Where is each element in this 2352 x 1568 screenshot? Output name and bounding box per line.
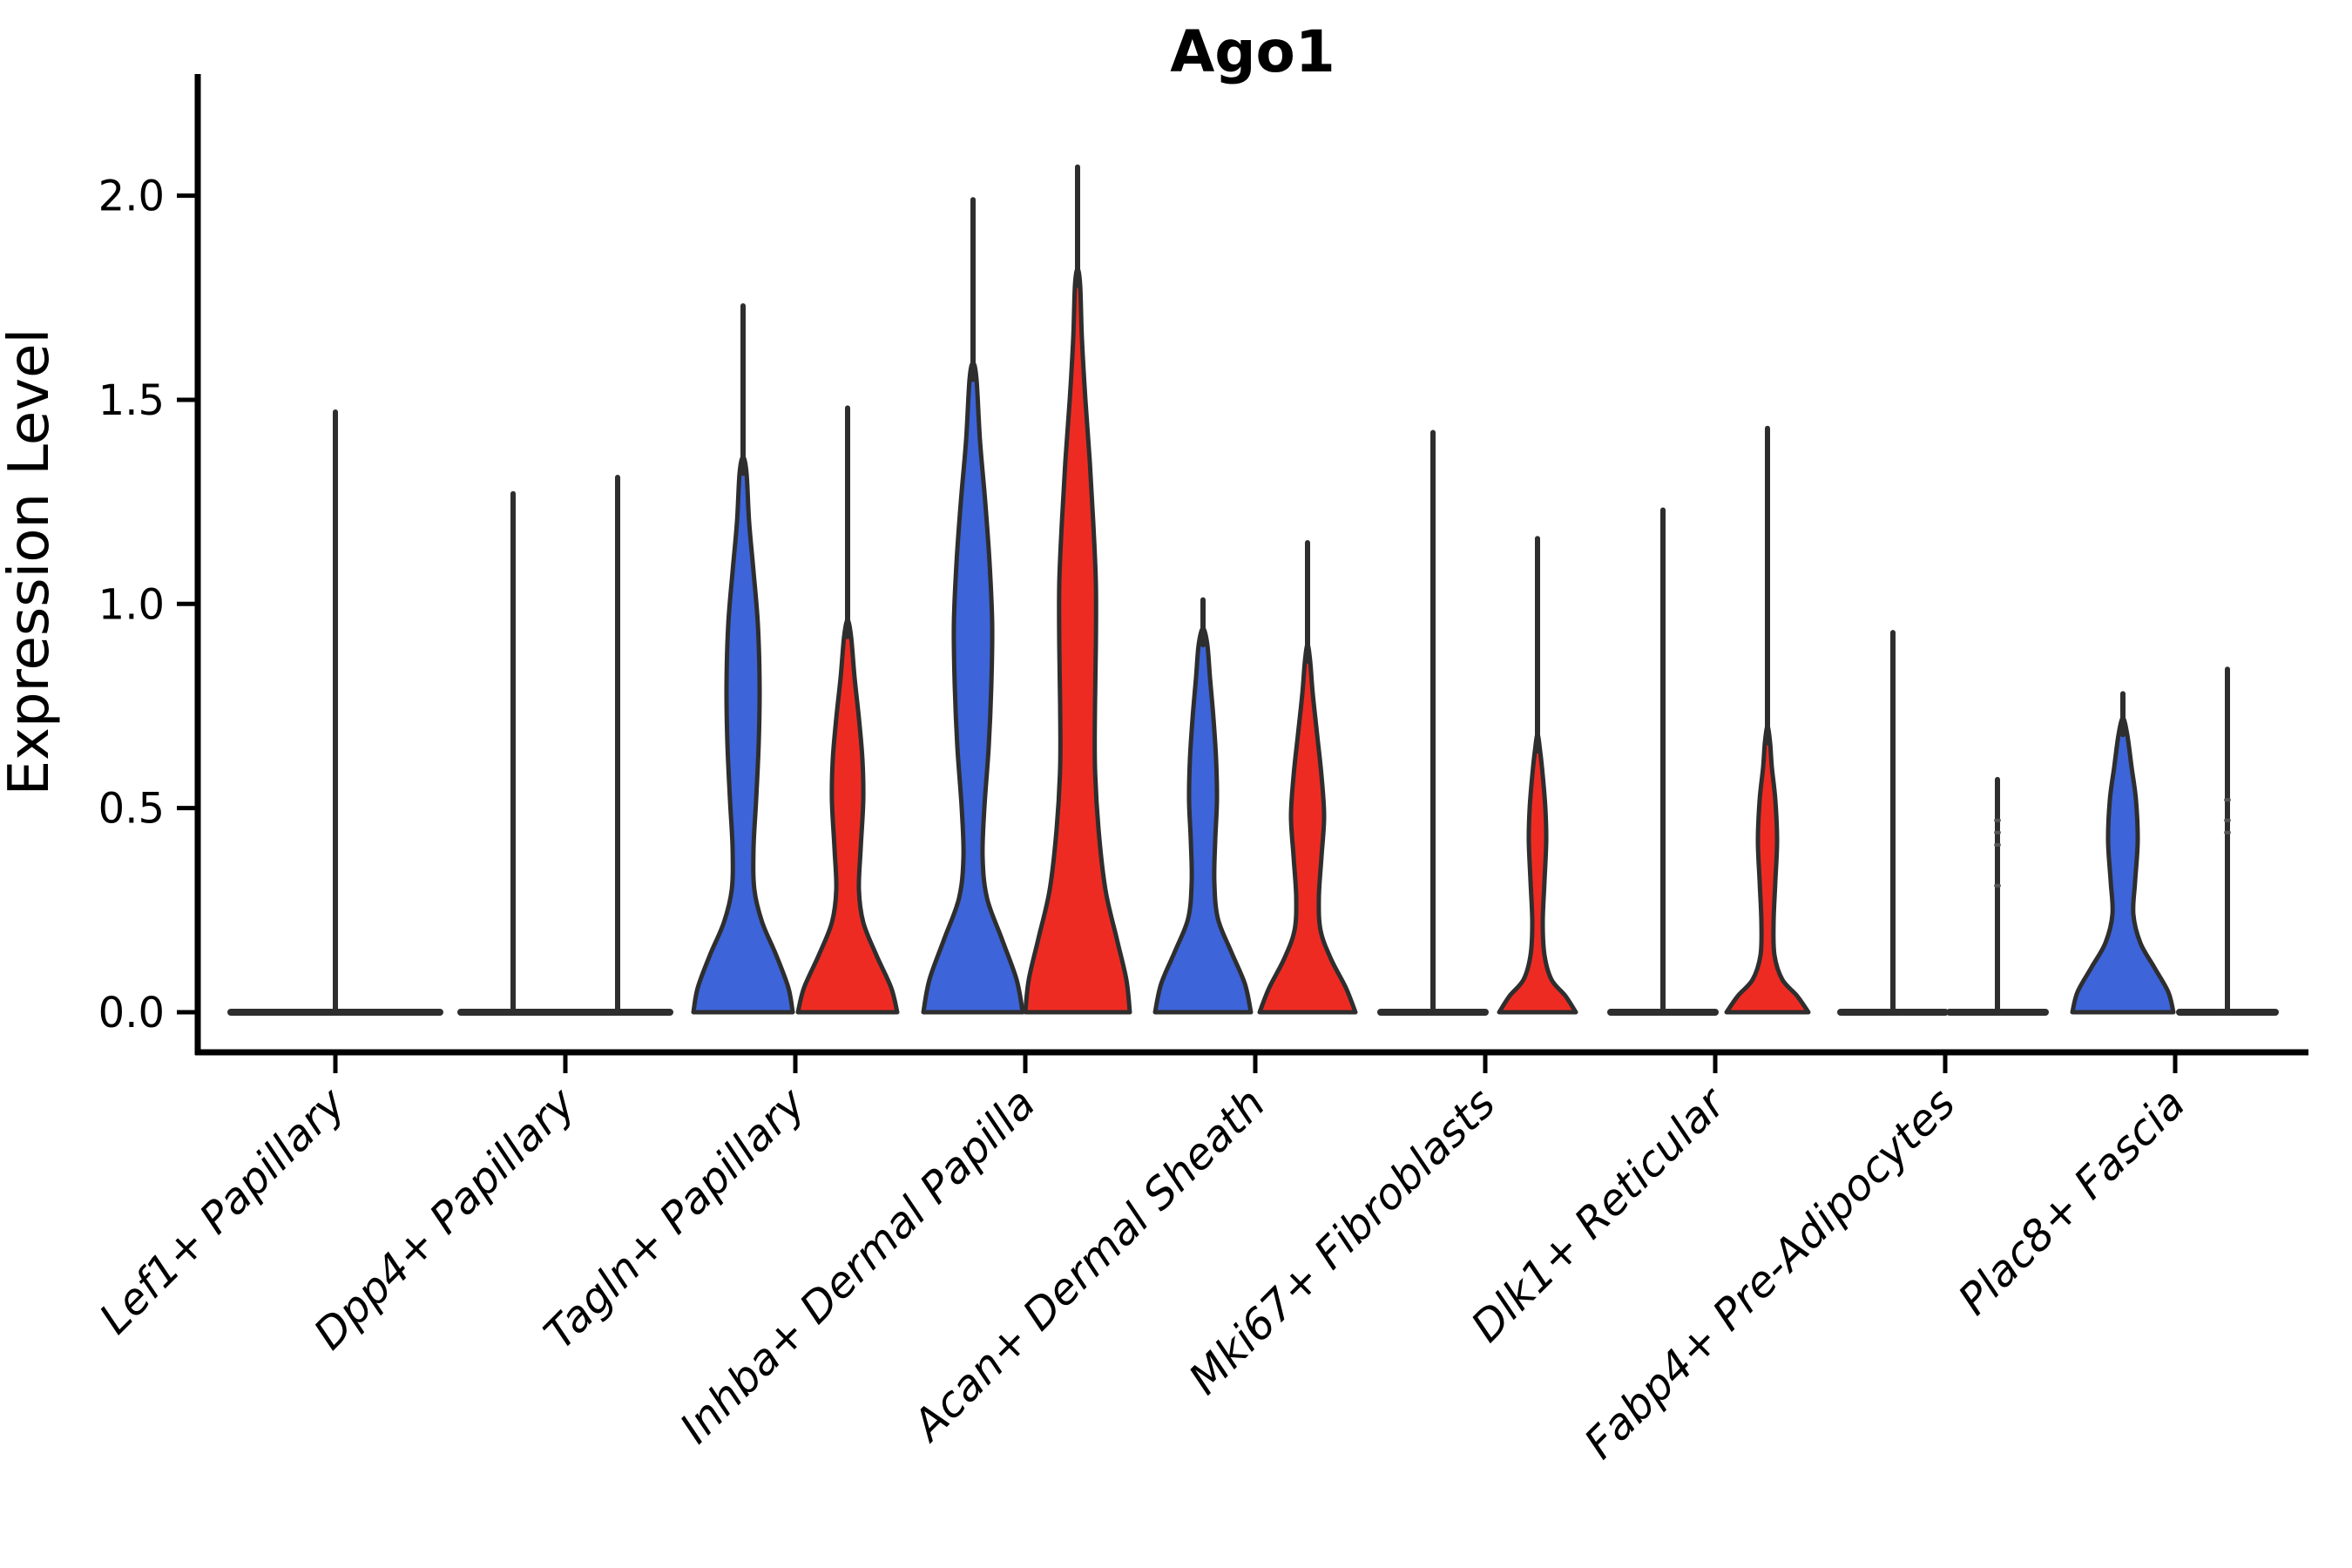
violin-dot	[1994, 818, 2001, 822]
x-tick-label: Plac8+ Fascia	[1949, 1078, 2194, 1324]
violin-body-blue-8	[2070, 716, 2176, 1015]
y-tick-label: 1.0	[98, 580, 165, 629]
chart-title: Ago1	[1170, 18, 1335, 85]
violin-dot	[2224, 830, 2231, 835]
violin-body-blue-2	[691, 455, 795, 1015]
violin-body-red-3	[1023, 267, 1132, 1015]
y-tick-label: 0.0	[98, 989, 165, 1037]
violin-dot	[2224, 818, 2231, 822]
y-axis-label: Expression Level	[0, 328, 62, 796]
violin-body-red-6	[1724, 724, 1811, 1015]
violin-dot	[1994, 830, 2001, 835]
violin-body-blue-4	[1152, 625, 1254, 1015]
violin-body-red-4	[1257, 642, 1358, 1015]
violin-dot	[1994, 842, 2001, 847]
x-tick-label: Dlk1+ Reticular	[1462, 1077, 1736, 1351]
violin-body-blue-3	[921, 361, 1025, 1015]
violin-layer	[227, 164, 2279, 1016]
violin-body-red-2	[795, 618, 900, 1015]
violin-dot	[1994, 883, 2001, 888]
y-tick-label: 0.5	[98, 785, 165, 834]
x-tick-label: Fabp4+ Pre-Adipocytes	[1575, 1078, 1965, 1469]
y-tick-label: 1.5	[98, 376, 165, 425]
y-tick-label: 2.0	[98, 172, 165, 221]
violin-body-red-5	[1497, 732, 1578, 1015]
x-tick-label: Lef1+ Papillary	[90, 1078, 355, 1343]
violin-dot	[2224, 798, 2231, 802]
